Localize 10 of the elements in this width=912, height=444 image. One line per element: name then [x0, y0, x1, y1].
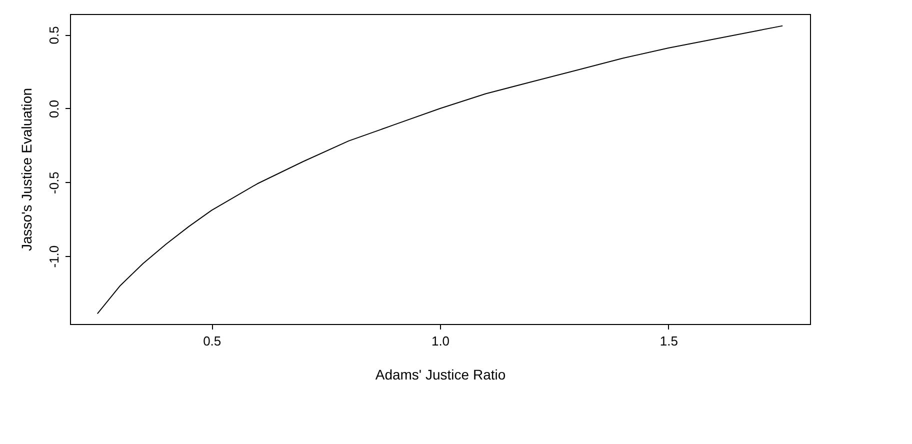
x-tick-label: 1.5 — [660, 334, 678, 348]
y-tick-label: -1.0 — [46, 245, 62, 268]
y-axis-title: Jasso's Justice Evaluation — [18, 88, 34, 251]
x-tick-label: 1.0 — [431, 334, 450, 348]
y-tick-label: -0.5 — [46, 172, 62, 194]
x-tick-label: 0.5 — [203, 334, 222, 348]
y-tick-label: 0.5 — [46, 26, 62, 44]
x-axis-title: Adams' Justice Ratio — [375, 366, 506, 382]
line-series — [96, 25, 784, 314]
y-tick-label: 0.0 — [46, 100, 62, 118]
